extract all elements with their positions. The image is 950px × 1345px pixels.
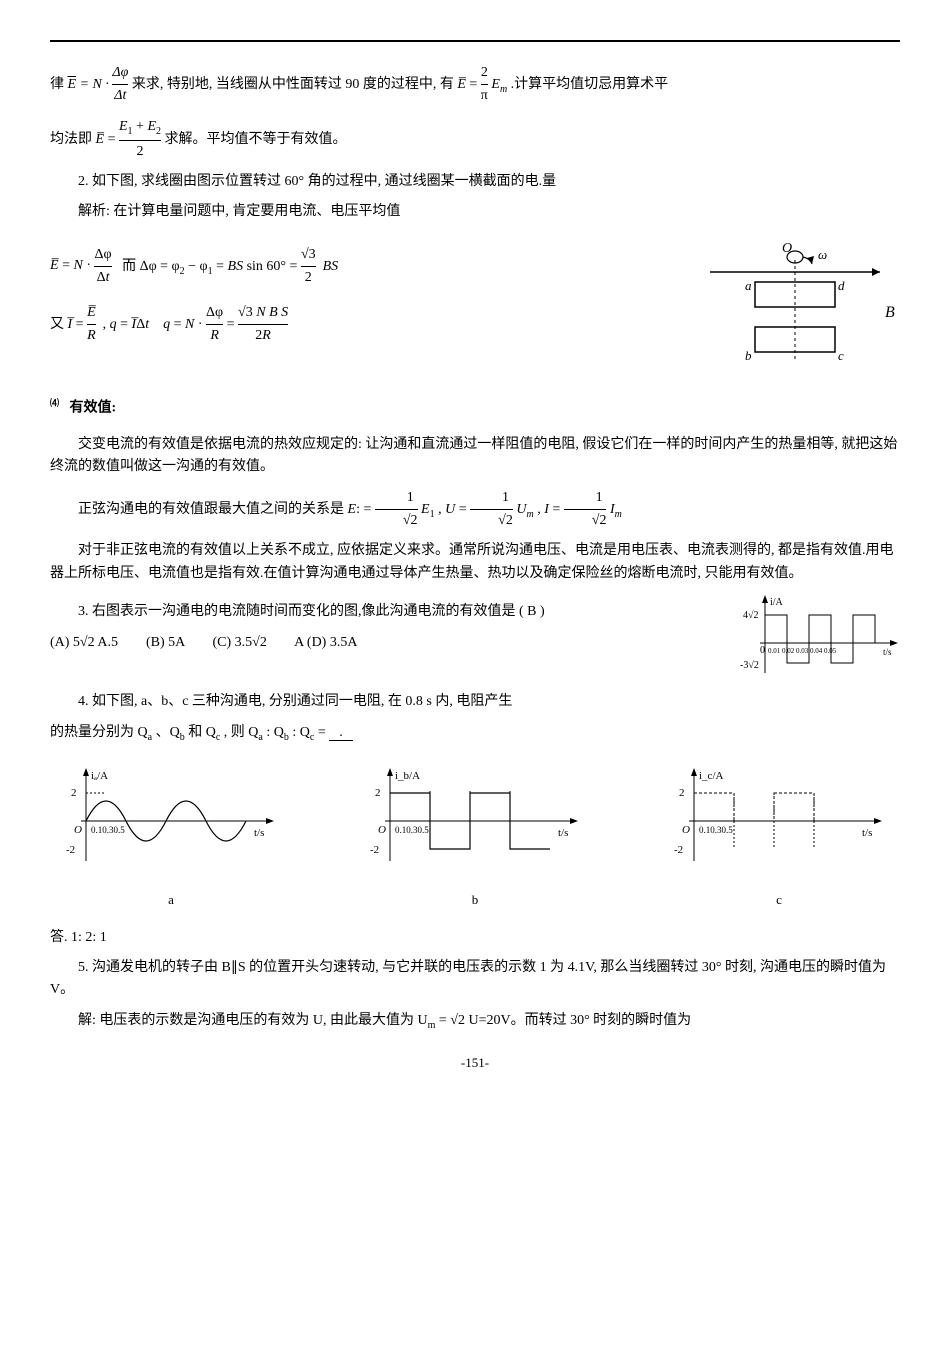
q4-blank: . [329, 725, 353, 741]
chart-a: iₐ/A 2 -2 O t/s 0.10.30.5 a [56, 761, 286, 910]
section4-p2: 正弦沟通电的有效值跟最大值之间的关系是 E: = 1√2 E1 , U = 1√… [50, 487, 900, 533]
q3-text: 3. 右图表示一沟通电的电流随时间而变化的图,像此沟通电流的有效值是 ( B ) [50, 601, 720, 623]
opt-d: A (D) 3.5A [294, 635, 357, 650]
charts-row: iₐ/A 2 -2 O t/s 0.10.30.5 a i_b/A 2 -2 O… [50, 755, 900, 916]
opt-a: (A) 5√2 A.5 [50, 635, 118, 650]
label-c: c [838, 348, 844, 363]
svg-text:0.10.30.5: 0.10.30.5 [699, 825, 733, 835]
xticks: 0.01 0.02 0.03 0.04 0.05 [768, 647, 837, 655]
q4-text2: 的热量分别为 Qa 、Qb 和 Qc , 则 Qa : Qb : Qc = . [50, 722, 900, 746]
svg-text:i_c/A: i_c/A [699, 770, 723, 782]
q2-formula1: E̅ = N · ΔφΔt 而 Δφ = φ2 − φ1 = BS sin 60… [50, 244, 680, 290]
page-number: -151- [50, 1053, 900, 1074]
label-d: d [838, 278, 845, 293]
svg-text:O: O [378, 824, 386, 836]
svg-text:2: 2 [71, 787, 77, 799]
section4-p3: 对于非正弦电流的有效值以上关系不成立, 应依据定义来求。通常所说沟通电压、电流是… [50, 540, 900, 585]
label-B: B [885, 304, 895, 321]
text: 律 [50, 77, 68, 92]
svg-text:-2: -2 [66, 844, 75, 856]
svg-text:O: O [682, 824, 690, 836]
svg-text:iₐ/A: iₐ/A [91, 770, 108, 782]
xlabel: t/s [883, 647, 892, 657]
svg-text:0: 0 [760, 645, 765, 656]
svg-text:2: 2 [375, 787, 381, 799]
svg-text:0.10.30.5: 0.10.30.5 [91, 825, 125, 835]
section4-p1: 交变电流的有效值是依据电流的热效应规定的: 让沟通和直流通过一样阻值的电阻, 假… [50, 434, 900, 479]
q3-row: 3. 右图表示一沟通电的电流随时间而变化的图,像此沟通电流的有效值是 ( B )… [50, 593, 900, 683]
chart-c: i_c/A 2 -2 O t/s 0.10.30.5 c [664, 761, 894, 910]
chart-b-label: b [360, 890, 590, 911]
q2-row: E̅ = N · ΔφΔt 而 Δφ = φ2 − φ1 = BS sin 60… [50, 232, 900, 382]
svg-text:t/s: t/s [254, 827, 264, 839]
q2-analysis: 解析: 在计算电量问题中, 肯定要用电流、电压平均值 [50, 201, 900, 223]
section-title-text: 有效值: [70, 400, 117, 415]
q4-text: 4. 如下图, a、b、c 三种沟通电, 分别通过同一电阻, 在 0.8 s 内… [50, 691, 900, 713]
chart-a-label: a [56, 890, 286, 911]
text: 来求, 特别地, 当线圈从中性面转过 90 度的过程中, 有 [132, 77, 458, 92]
q2-question: 2. 如下图, 求线圈由图示位置转过 60° 角的过程中, 通过线圈某一横截面的… [50, 171, 900, 193]
svg-text:t/s: t/s [862, 827, 872, 839]
svg-text:-2: -2 [370, 844, 379, 856]
q4-answer: 答. 1: 2: 1 [50, 927, 900, 949]
coil-diagram: O ω a d b c B [700, 232, 900, 382]
ylabel: i/A [770, 597, 784, 608]
text: 均法即 [50, 132, 96, 147]
q5-text: 5. 沟通发电机的转子由 B∥S 的位置开头匀速转动, 与它并联的电压表的示数 … [50, 957, 900, 1002]
label-omega: ω [818, 247, 827, 262]
svg-text:O: O [74, 824, 82, 836]
text: .计算平均值切忌用算术平 [511, 77, 669, 92]
formula: E = N · ΔφΔt [68, 77, 129, 92]
formula: E̅ = E1 + E22 [96, 132, 162, 147]
svg-text:i_b/A: i_b/A [395, 770, 420, 782]
q3-options: (A) 5√2 A.5 (B) 5A (C) 3.5√2 A (D) 3.5A [50, 632, 720, 654]
formula: E̅ = 2π Em [457, 77, 507, 92]
intro-line1: 律 E = N · ΔφΔt 来求, 特别地, 当线圈从中性面转过 90 度的过… [50, 62, 900, 108]
ytop: 4√2 [743, 610, 759, 621]
label-O: O [782, 241, 792, 256]
chart-c-label: c [664, 890, 894, 911]
top-border [50, 40, 900, 42]
svg-text:-2: -2 [674, 844, 683, 856]
ybot: -3√2 [740, 660, 759, 671]
svg-text:t/s: t/s [558, 827, 568, 839]
q3-chart: i/A 4√2 -3√2 0 t/s 0.01 0.02 0.03 0.04 0… [740, 593, 900, 683]
q2-formula2: 又 I̅ = E̅R , q = I̅Δt q = N · ΔφR = √3 N… [50, 302, 680, 348]
chart-b: i_b/A 2 -2 O t/s 0.10.30.5 b [360, 761, 590, 910]
q5-solution: 解: 电压表的示数是沟通电压的有效为 U, 由此最大值为 Um = √2 U=2… [50, 1010, 900, 1034]
label-a: a [745, 278, 752, 293]
section-num: ⑷ [50, 398, 59, 408]
text: 正弦沟通电的有效值跟最大值之间的关系是 [78, 502, 348, 517]
section4-heading: ⑷ 有效值: [50, 396, 900, 420]
svg-text:2: 2 [679, 787, 685, 799]
svg-text:0.10.30.5: 0.10.30.5 [395, 825, 429, 835]
intro-line2: 均法即 E̅ = E1 + E22 求解。平均值不等于有效值。 [50, 116, 900, 163]
formula: E: = 1√2 E1 , U = 1√2 Um , I = 1√2 Im [348, 502, 622, 517]
text: 求解。平均值不等于有效值。 [165, 132, 347, 147]
opt-c: (C) 3.5√2 [212, 635, 266, 650]
label-b: b [745, 348, 752, 363]
opt-b: (B) 5A [146, 635, 185, 650]
